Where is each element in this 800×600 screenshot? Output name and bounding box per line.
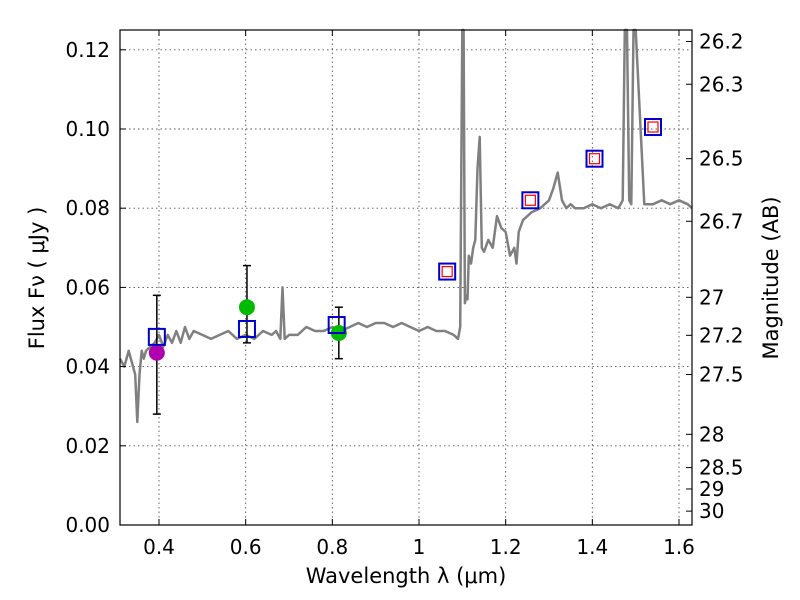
x-tick-label: 1.2 bbox=[490, 535, 522, 559]
y-tick-label: 0.04 bbox=[65, 355, 110, 379]
x-axis-title: Wavelength λ (μm) bbox=[306, 564, 507, 588]
grid bbox=[120, 30, 692, 526]
model-square-4 bbox=[438, 262, 457, 281]
y-tick-label: 0.12 bbox=[65, 38, 110, 62]
x-tick-label: 0.4 bbox=[143, 535, 175, 559]
y2-tick-label: 28 bbox=[699, 422, 724, 446]
spectrum-layer bbox=[118, 28, 693, 424]
y2-tick-label: 27.5 bbox=[699, 363, 744, 387]
x-tick-label: 0.8 bbox=[316, 535, 348, 559]
y-tick-label: 0.02 bbox=[65, 434, 110, 458]
y2-tick-label: 26.2 bbox=[699, 29, 744, 53]
y-tick-label: 0.06 bbox=[65, 275, 110, 299]
model-square-3 bbox=[327, 316, 346, 335]
y2-axis-title: Magnitude (AB) bbox=[759, 196, 783, 359]
y2-tick-label: 29 bbox=[699, 477, 724, 501]
ticks: 0.4 0.6 0.8 1 1.2 1.4 1.6 0.00 0.02 0.04 0.06 0.08 0… bbox=[65, 29, 743, 559]
plot-frame bbox=[119, 29, 693, 526]
y2-tick-label: 28.5 bbox=[699, 456, 744, 480]
purple-point bbox=[148, 344, 165, 361]
model-square-6-inner bbox=[588, 153, 601, 165]
y-tick-label: 0.08 bbox=[65, 196, 110, 220]
green-point-1 bbox=[238, 299, 255, 316]
model-square-7 bbox=[644, 118, 662, 137]
spectrum-line bbox=[118, 28, 693, 424]
marker-layer bbox=[147, 118, 662, 415]
x-tick-label: 0.6 bbox=[230, 535, 262, 559]
model-square-7-inner bbox=[647, 121, 659, 133]
model-square-6 bbox=[585, 149, 604, 168]
y2-tick-label: 26.5 bbox=[699, 147, 744, 171]
y2-tick-label: 26.7 bbox=[699, 209, 744, 233]
y-tick-label: 0.00 bbox=[65, 513, 110, 537]
y-axis-title: Flux Fν ( μJy ) bbox=[25, 207, 49, 350]
y2-tick-label: 27.2 bbox=[699, 323, 744, 347]
y2-tick-label: 26.3 bbox=[699, 72, 744, 96]
y2-tick-label: 30 bbox=[699, 499, 724, 523]
model-square-5 bbox=[521, 191, 540, 210]
model-square-5-inner bbox=[524, 194, 536, 206]
x-tick-label: 1 bbox=[413, 535, 426, 559]
model-square-2 bbox=[237, 319, 256, 338]
x-tick-label: 1.4 bbox=[576, 535, 608, 559]
y2-tick-label: 27 bbox=[699, 285, 724, 309]
model-square-1 bbox=[147, 327, 166, 346]
y-tick-label: 0.10 bbox=[65, 117, 110, 141]
x-tick-label: 1.6 bbox=[663, 535, 695, 559]
model-square-4-inner bbox=[441, 265, 453, 278]
